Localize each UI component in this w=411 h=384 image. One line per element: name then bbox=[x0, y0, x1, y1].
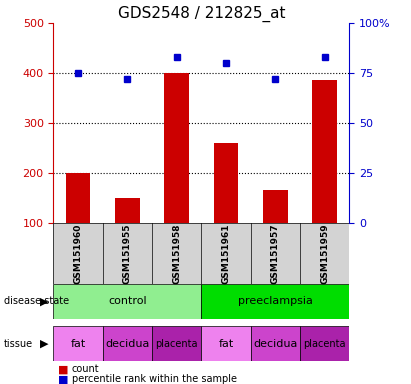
Bar bbox=[115, 198, 140, 223]
Bar bbox=[103, 326, 152, 361]
Text: GSM151961: GSM151961 bbox=[222, 223, 231, 284]
Text: ▶: ▶ bbox=[40, 296, 48, 306]
Text: GSM151958: GSM151958 bbox=[172, 223, 181, 284]
Bar bbox=[164, 73, 189, 223]
Bar bbox=[201, 326, 251, 361]
Bar bbox=[53, 284, 201, 319]
Text: GSM151957: GSM151957 bbox=[271, 223, 280, 284]
Bar bbox=[201, 284, 349, 319]
Text: decidua: decidua bbox=[253, 339, 298, 349]
Text: percentile rank within the sample: percentile rank within the sample bbox=[72, 374, 237, 384]
Text: tissue: tissue bbox=[4, 339, 33, 349]
Text: GSM151955: GSM151955 bbox=[123, 223, 132, 284]
Text: control: control bbox=[108, 296, 147, 306]
Bar bbox=[214, 143, 238, 223]
Text: placenta: placenta bbox=[303, 339, 346, 349]
Bar bbox=[66, 173, 90, 223]
Bar bbox=[251, 326, 300, 361]
Bar bbox=[312, 81, 337, 223]
Text: fat: fat bbox=[70, 339, 86, 349]
Text: preeclampsia: preeclampsia bbox=[238, 296, 313, 306]
Text: GSM151960: GSM151960 bbox=[74, 223, 83, 284]
Text: count: count bbox=[72, 364, 99, 374]
Text: ▶: ▶ bbox=[40, 339, 48, 349]
Text: fat: fat bbox=[218, 339, 234, 349]
Text: decidua: decidua bbox=[105, 339, 150, 349]
Text: placenta: placenta bbox=[155, 339, 198, 349]
Bar bbox=[152, 326, 201, 361]
Text: ■: ■ bbox=[58, 374, 68, 384]
Title: GDS2548 / 212825_at: GDS2548 / 212825_at bbox=[118, 5, 285, 22]
Text: GSM151959: GSM151959 bbox=[320, 223, 329, 284]
Bar bbox=[300, 326, 349, 361]
Text: ■: ■ bbox=[58, 364, 68, 374]
Bar bbox=[263, 190, 288, 223]
Bar bbox=[53, 326, 103, 361]
Text: disease state: disease state bbox=[4, 296, 69, 306]
